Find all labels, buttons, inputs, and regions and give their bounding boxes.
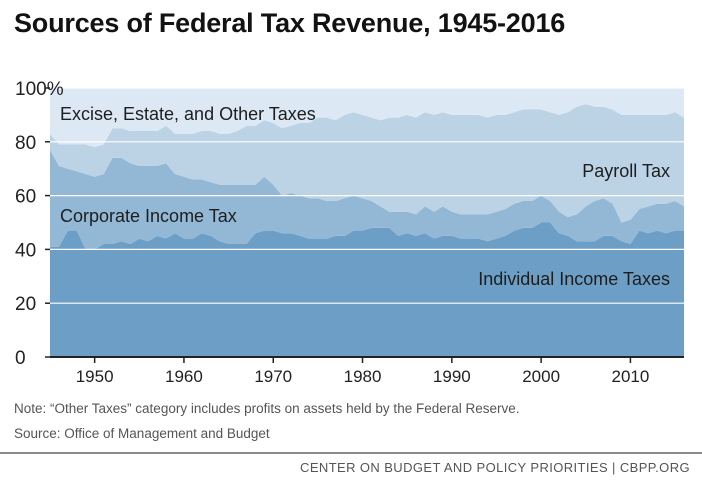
y-tick-label: 40 <box>15 240 36 261</box>
y-tick-label: 80 <box>15 133 36 154</box>
gridlines <box>50 87 684 304</box>
chart-source: Source: Office of Management and Budget <box>14 426 270 441</box>
label-individual-income-taxes: Individual Income Taxes <box>478 269 670 289</box>
area-excise-estate-other <box>50 88 684 148</box>
area-individual-income <box>50 222 684 357</box>
stacked-area-chart: 0 20 40 60 80 100% 1950 1960 1970 1980 1990 2000 201… <box>15 79 684 386</box>
x-tick-label: 1970 <box>254 367 292 386</box>
y-tick-label: 60 <box>15 187 36 208</box>
x-tick-label: 1980 <box>344 367 382 386</box>
label-excise-estate-other: Excise, Estate, and Other Taxes <box>60 104 316 124</box>
footer-divider <box>0 452 702 454</box>
chart-title: Sources of Federal Tax Revenue, 1945-201… <box>14 8 566 38</box>
x-tick-label: 2000 <box>522 367 560 386</box>
chart-note: Note: “Other Taxes” category includes pr… <box>14 401 520 416</box>
x-tick-label: 1950 <box>76 367 114 386</box>
axes: 0 20 40 60 80 100% 1950 1960 1970 1980 1990 2000 201… <box>15 79 684 386</box>
area-payroll <box>50 104 684 223</box>
label-corporate-income-tax: Corporate Income Tax <box>60 206 237 226</box>
x-tick-label: 2010 <box>612 367 650 386</box>
y-tick-label: 0 <box>15 348 26 369</box>
y-tick-label: 100% <box>15 79 64 100</box>
area-layer <box>50 88 684 357</box>
x-tick-label: 1990 <box>433 367 471 386</box>
x-tick-label: 1960 <box>165 367 203 386</box>
footer-credit: CENTER ON BUDGET AND POLICY PRIORITIES |… <box>300 460 690 475</box>
y-tick-label: 20 <box>15 294 36 315</box>
area-labels: Excise, Estate, and Other Taxes Payroll T… <box>60 104 670 289</box>
area-corporate-income <box>50 149 684 250</box>
label-payroll-tax: Payroll Tax <box>582 161 670 181</box>
